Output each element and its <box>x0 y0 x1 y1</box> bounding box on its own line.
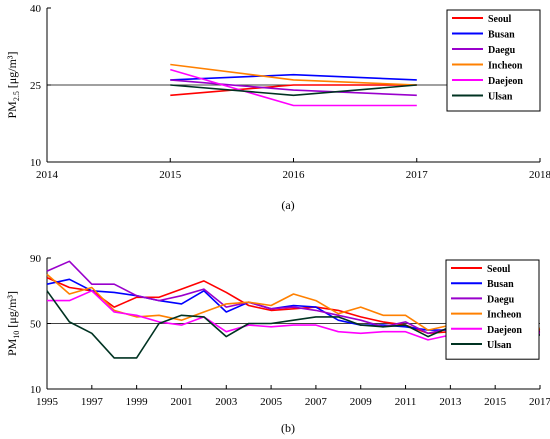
y-tick-label: 90 <box>30 253 42 265</box>
chart-panel-b: 10 50 90 1995 1997 1999 2001 2003 2005 2007 2009 20… <box>5 253 550 435</box>
legend-label: Ulsan <box>487 340 512 351</box>
x-tick-label: 2014 <box>36 169 59 181</box>
chart-panel-a: 10 25 40 2014 2015 2016 2017 2018 PM2.5 [μg/m³] S… <box>5 3 550 212</box>
x-tick-label: 2017 <box>529 396 550 408</box>
x-tick-label: 2018 <box>529 169 550 181</box>
legend-label: Busan <box>487 279 514 290</box>
y-axis-label: PM2.5 [μg/m³] <box>5 51 21 118</box>
x-tick-label: 2007 <box>305 396 328 408</box>
panel-caption: (b) <box>281 421 295 435</box>
series-line-daejeon <box>170 68 417 107</box>
series-line-daegu <box>170 79 417 97</box>
legend-label: Incheon <box>488 61 523 72</box>
y-axis-label-unit: [μg/m³] <box>5 51 19 91</box>
y-tick-label: 40 <box>30 3 42 15</box>
legend-label: Daegu <box>487 294 515 305</box>
x-tick-label: 1997 <box>81 396 104 408</box>
y-tick-label: 10 <box>30 157 42 169</box>
y-axis-label-sub: 10 <box>12 331 21 339</box>
legend-label: Seoul <box>487 264 511 275</box>
series-line-incheon <box>170 63 417 86</box>
legend-label: Daejeon <box>488 76 523 87</box>
legend-label: Seoul <box>488 14 512 25</box>
x-tick-label: 2015 <box>484 396 507 408</box>
series-line-seoul <box>170 84 417 97</box>
x-tick-label: 2001 <box>170 396 192 408</box>
legend-box <box>446 9 541 112</box>
y-tick-label: 10 <box>30 384 42 396</box>
x-tick-label: 2005 <box>260 396 283 408</box>
x-tick-label: 2017 <box>406 169 429 181</box>
legend-label: Incheon <box>487 310 522 321</box>
x-tick-label: 1995 <box>36 396 59 408</box>
x-tick-label: 2013 <box>439 396 462 408</box>
series-line-ulsan <box>170 84 417 97</box>
y-axis-label-sub: 2.5 <box>12 91 21 101</box>
y-tick-label: 25 <box>30 80 42 92</box>
y-axis-label-main: PM <box>5 101 19 119</box>
legend-box <box>445 259 540 360</box>
x-tick-label: 2011 <box>395 396 417 408</box>
y-axis-label: PM10 [μg/m³] <box>5 291 21 356</box>
x-tick-label: 2009 <box>350 396 373 408</box>
x-tick-label: 2015 <box>159 169 182 181</box>
y-axis-label-unit: [μg/m³] <box>5 291 19 331</box>
legend-label: Daejeon <box>487 325 522 336</box>
panel-caption: (a) <box>281 198 294 212</box>
x-tick-label: 2016 <box>283 169 306 181</box>
x-tick-label: 2003 <box>215 396 238 408</box>
y-axis-label-main: PM <box>5 338 19 356</box>
series-line-busan <box>170 73 417 81</box>
legend-label: Ulsan <box>488 92 513 103</box>
legend-label: Busan <box>488 30 515 41</box>
x-tick-label: 1999 <box>126 396 149 408</box>
y-tick-label: 50 <box>30 319 42 331</box>
legend-label: Daegu <box>488 45 516 56</box>
